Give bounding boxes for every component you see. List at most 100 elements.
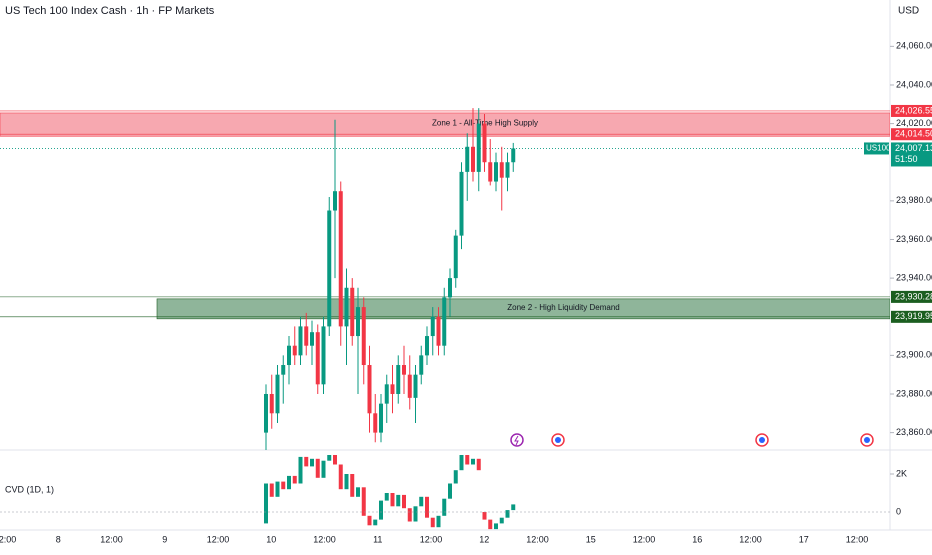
candle-body xyxy=(292,345,297,356)
candle-body xyxy=(384,384,389,404)
cvd-bar xyxy=(327,454,332,461)
candle-body xyxy=(373,413,378,433)
cvd-bar xyxy=(413,506,418,522)
candle-body xyxy=(448,278,452,298)
candle-body xyxy=(275,374,280,414)
price-label-box xyxy=(891,128,932,141)
candle-body xyxy=(459,171,464,236)
candle-body xyxy=(471,146,475,172)
price-label: 23,919.95 xyxy=(895,311,932,321)
cvd-bar xyxy=(442,498,447,516)
cvd-bar xyxy=(453,470,458,484)
cvd-bar xyxy=(390,493,395,507)
candle-body xyxy=(476,123,481,172)
x-tick-label: 12:00 xyxy=(526,534,549,544)
candle-body xyxy=(430,316,435,337)
event-icon-glyph xyxy=(555,437,561,443)
x-tick-label: 15 xyxy=(586,534,596,544)
cvd-bar xyxy=(471,458,475,465)
price-label-box xyxy=(891,310,932,323)
candle-body xyxy=(367,365,372,414)
event-icons xyxy=(510,433,874,447)
cvd-bar xyxy=(430,517,435,528)
cvd-bar xyxy=(338,464,343,490)
y-tick-label: 23,940.00 xyxy=(896,272,932,282)
cvd-tick-label: 2K xyxy=(896,468,907,478)
candle-body xyxy=(511,148,516,163)
cvd-bar xyxy=(281,481,286,490)
cvd-bar xyxy=(402,494,406,509)
event-icon-glyph xyxy=(864,437,870,443)
countdown-label: 51:50 xyxy=(895,154,918,164)
x-tick-label: 12 xyxy=(479,534,489,544)
candle-body xyxy=(350,287,355,337)
x-tick-label: 16 xyxy=(692,534,702,544)
cvd-bar xyxy=(269,483,274,497)
symbol-title: US Tech 100 Index Cash · 1h · FP Markets xyxy=(5,5,215,17)
candle-body xyxy=(315,332,320,385)
candle-body xyxy=(379,403,383,433)
cvd-bar xyxy=(287,475,291,490)
cvd-bar xyxy=(482,512,487,520)
candle-body xyxy=(338,191,343,327)
candle-body xyxy=(482,123,487,163)
candle-body xyxy=(402,365,406,375)
cvd-bar xyxy=(505,510,510,518)
last-price-label: 24,007.13 xyxy=(895,143,932,153)
cvd-bar xyxy=(448,483,452,499)
cvd-pane xyxy=(264,454,516,530)
cvd-bar xyxy=(292,475,297,484)
y-tick-label: 23,860.00 xyxy=(896,427,932,437)
cvd-bar xyxy=(356,487,360,497)
cvd-bar xyxy=(315,458,320,478)
x-tick-label: 12:00 xyxy=(0,534,16,544)
price-label-box xyxy=(891,104,932,117)
candle-body xyxy=(494,162,498,182)
cvd-bar xyxy=(373,519,378,526)
event-icon-glyph xyxy=(759,437,765,443)
cvd-bar xyxy=(396,494,401,507)
cvd-bar xyxy=(465,454,470,465)
x-tick-label: 12:00 xyxy=(846,534,869,544)
cvd-bar xyxy=(321,460,326,478)
x-tick-label: 11 xyxy=(373,534,382,544)
zone-label: Zone 2 - High Liquidity Demand xyxy=(507,303,620,312)
candle-body xyxy=(287,345,291,366)
x-tick-label: 12:00 xyxy=(739,534,762,544)
cvd-bar xyxy=(499,517,504,524)
symbol-tag-label: US100 xyxy=(866,144,891,153)
last-price-box xyxy=(891,142,932,167)
x-tick-label: 12:00 xyxy=(420,534,443,544)
price-label: 23,930.28 xyxy=(895,291,932,301)
candle-body xyxy=(505,162,510,178)
price-label: 24,026.55 xyxy=(895,105,932,115)
x-tick-label: 12:00 xyxy=(313,534,336,544)
cvd-bar xyxy=(494,523,498,530)
candle-body xyxy=(499,162,504,178)
candle-body xyxy=(390,384,395,394)
cvd-bar xyxy=(419,496,424,507)
candle-body xyxy=(333,191,337,211)
candle-body xyxy=(304,326,309,346)
cvd-bar xyxy=(425,496,429,518)
cvd-bar xyxy=(511,504,516,511)
cvd-bar xyxy=(436,515,441,528)
cvd-bar xyxy=(344,474,349,490)
cvd-title: CVD (1D, 1) xyxy=(5,484,54,494)
candle-body xyxy=(356,307,360,337)
candle-body xyxy=(344,287,349,327)
candle-body xyxy=(264,393,268,433)
candle-body xyxy=(453,235,458,279)
candle-body xyxy=(396,365,401,394)
y-tick-label: 23,880.00 xyxy=(896,388,932,398)
candle-body xyxy=(425,336,429,356)
y-tick-label: 23,900.00 xyxy=(896,350,932,360)
event-icon[interactable] xyxy=(510,433,524,447)
cvd-bar xyxy=(275,481,280,497)
y-tick-label: 23,960.00 xyxy=(896,234,932,244)
y-tick-label: 24,040.00 xyxy=(896,79,932,89)
